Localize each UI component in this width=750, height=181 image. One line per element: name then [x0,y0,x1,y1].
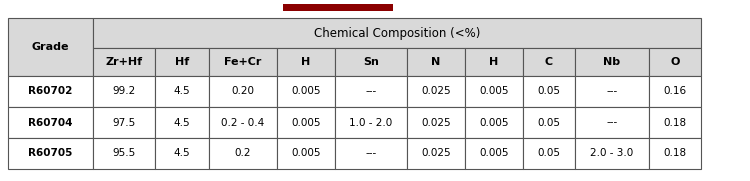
Bar [649,107,701,138]
Text: 0.18: 0.18 [664,117,686,127]
Text: Hf: Hf [175,57,189,67]
Text: Chemical Composition (<%): Chemical Composition (<%) [314,26,480,39]
Bar [209,138,277,169]
Bar [465,138,523,169]
Bar [523,48,575,76]
Bar [8,76,93,107]
Bar [407,138,465,169]
Bar [335,76,407,107]
Bar [465,107,523,138]
Text: 0.005: 0.005 [291,87,321,96]
Text: 0.2: 0.2 [235,148,251,159]
Text: 0.005: 0.005 [291,117,321,127]
Text: 0.025: 0.025 [422,87,451,96]
Text: ---: --- [365,87,376,96]
Text: ---: --- [606,117,618,127]
Text: 0.2 - 0.4: 0.2 - 0.4 [221,117,265,127]
Text: 97.5: 97.5 [112,117,136,127]
Text: 0.025: 0.025 [422,117,451,127]
Bar [335,48,407,76]
Bar [523,138,575,169]
Bar [283,4,393,11]
Text: 0.005: 0.005 [291,148,321,159]
Bar [155,76,209,107]
Bar [277,138,335,169]
Bar [335,138,407,169]
Bar [277,107,335,138]
Bar [8,18,93,76]
Bar [209,48,277,76]
Text: R60705: R60705 [28,148,73,159]
Text: 0.005: 0.005 [479,148,508,159]
Text: 0.16: 0.16 [664,87,686,96]
Text: 95.5: 95.5 [112,148,136,159]
Bar [465,76,523,107]
Bar [649,48,701,76]
Text: 99.2: 99.2 [112,87,136,96]
Text: 2.0 - 3.0: 2.0 - 3.0 [590,148,634,159]
Text: C: C [545,57,553,67]
Bar [8,138,93,169]
Bar [277,76,335,107]
Text: 0.05: 0.05 [538,87,560,96]
Bar [523,76,575,107]
Text: 0.005: 0.005 [479,87,508,96]
Bar [575,107,649,138]
Bar [93,138,155,169]
Text: Sn: Sn [363,57,379,67]
Bar [575,76,649,107]
Text: H: H [302,57,310,67]
Bar [649,76,701,107]
Bar [465,48,523,76]
Bar [649,138,701,169]
Bar [93,76,155,107]
Text: Fe+Cr: Fe+Cr [224,57,262,67]
Text: 0.05: 0.05 [538,117,560,127]
Text: ---: --- [606,87,618,96]
Bar [407,48,465,76]
Text: ---: --- [365,148,376,159]
Bar [93,107,155,138]
Text: R60704: R60704 [28,117,73,127]
Bar [155,107,209,138]
Bar [575,48,649,76]
Bar [8,107,93,138]
Text: 0.05: 0.05 [538,148,560,159]
Text: 4.5: 4.5 [174,148,190,159]
Text: 0.005: 0.005 [479,117,508,127]
Bar [407,76,465,107]
Bar [155,48,209,76]
Bar [93,48,155,76]
Text: R60702: R60702 [28,87,73,96]
Bar [209,107,277,138]
Text: O: O [670,57,680,67]
Text: N: N [431,57,441,67]
Bar [155,138,209,169]
Text: H: H [489,57,499,67]
Text: Grade: Grade [32,42,69,52]
Bar [335,107,407,138]
Text: 0.18: 0.18 [664,148,686,159]
Bar [93,18,701,48]
Bar [523,107,575,138]
Text: Zr+Hf: Zr+Hf [106,57,142,67]
Text: 1.0 - 2.0: 1.0 - 2.0 [350,117,393,127]
Bar [575,138,649,169]
Bar [407,107,465,138]
Bar [277,48,335,76]
Bar [209,76,277,107]
Text: 4.5: 4.5 [174,117,190,127]
Text: Nb: Nb [604,57,620,67]
Text: 0.20: 0.20 [232,87,254,96]
Text: 4.5: 4.5 [174,87,190,96]
Text: 0.025: 0.025 [422,148,451,159]
